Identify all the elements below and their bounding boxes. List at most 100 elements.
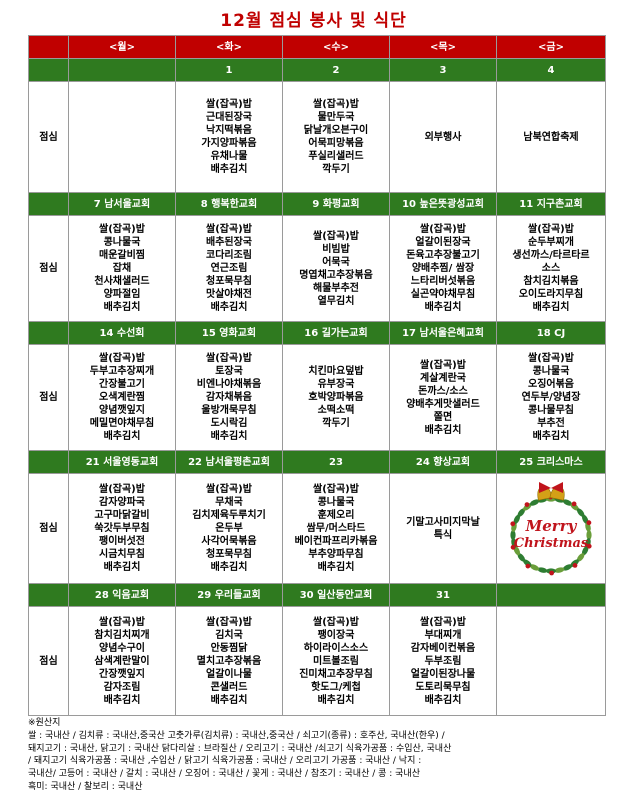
row-label: 점심 [28,344,69,451]
menu-item: 오징어볶음 [528,379,574,390]
row-label: 점심 [28,606,69,716]
menu-item: 실곤약야채무침 [410,289,476,300]
wreath-leaf [529,498,540,506]
menu-item: 김치국 [215,629,243,641]
date-cell: 8 행복한교회 [175,192,283,216]
menu-item: 명엽채고추장볶음 [299,269,373,281]
menu-item: 오색계란찜 [99,392,145,403]
wreath-leaf [586,529,592,540]
christmas-wreath-image: Merry Christmas [498,479,605,579]
menu-item: 연근조림 [210,263,248,274]
menu-item: 쌀(잡곡)밥 [313,484,359,495]
menu-item: 콩나물국 [317,497,355,508]
menu-cell: 쌀(잡곡)밥 두부고추장찌개 간장불고기 오색계란찜 양념깻잎지 메밀면야채무침 배추김치 [68,344,176,451]
menu-item: 쌀(잡곡)밥 [99,616,145,628]
menu-item: 배추김치 [103,302,141,313]
menu-item: 멸치고추장볶음 [196,655,262,667]
menu-item: 쌀(잡곡)밥 [206,616,252,628]
menu-item: 배추김치 [103,431,141,442]
menu-cell: 쌀(잡곡)밥 얼갈이된장국 돈육고추장불고기 양배추찜/ 쌈장 느타리버섯볶음 실곤약야채… [389,215,497,322]
menu-item: 코다리조림 [206,250,252,261]
date-cell: 9 화평교회 [282,192,390,216]
menu-item: 남북연합축제 [523,131,579,143]
date-cell: 30 일산동안교회 [282,583,390,607]
date-blank [28,192,69,216]
wreath-leaf [576,552,585,562]
menu-item: 쌀(잡곡)밥 [99,224,145,235]
menu-item: 치킨마요덮밥 [308,366,364,377]
menu-item: 무채국 [215,497,243,508]
date-cell: 15 영화교회 [175,321,283,345]
menu-cell: 쌀(잡곡)밥 부대찌개 감자베이컨볶음 두부조림 얼갈이된장나물 도토리묵무침 배추김치 [389,606,497,716]
menu-item: 양파절임 [103,289,141,300]
menu-item: 배추김치 [424,424,462,436]
wreath-leaf [513,514,521,524]
menu-item: 부대찌개 [424,629,462,641]
menu-cell: 쌀(잡곡)밥 참치김치찌개 양념수구이 삼색계란말이 간장깻잎지 감자조림 배추김치 [68,606,176,716]
menu-item: 돈육고추장불고기 [406,250,480,261]
menu-cell: 쌀(잡곡)밥 콩나물국 오징어볶음 연두부/양념장 콩나물무침 부추전 배추김치 [496,344,606,451]
wreath-berry [525,563,531,568]
menu-item: 안동찜닭 [210,642,248,654]
menu-item: 팽이버섯전 [99,536,145,547]
menu-item: 쌀(잡곡)밥 [313,99,359,110]
menu-item: 부추전 [537,418,565,429]
menu-item: 배추김치 [317,562,355,573]
menu-cell: 쌀(잡곡)밥 배추된장국 코다리조림 연근조림 청포묵무침 맛살야채전 배추김치 [175,215,283,322]
menu-item: 배추된장국 [206,237,252,248]
footnote-line: ※원산지 [28,718,61,728]
date-row: 7 남서울교회 8 행복한교회 9 화평교회 10 높은뜻광성교회 11 지구촌교회 [28,192,606,216]
menu-cell: 쌀(잡곡)밥 근대된장국 낙지떡볶음 가지양파볶음 유채나물 배추김치 [175,81,283,193]
menu-item: 쌀(잡곡)밥 [206,224,252,235]
menu-item: 비빔밥 [322,243,350,255]
menu-row: 점심 쌀(잡곡)밥 감자양파국 고구마닭갈비 쑥갓두부무침 팽이버섯전 시금치무침 배추김치 쌀… [28,473,606,584]
wreath-berry [549,570,554,575]
date-blank [28,58,69,82]
row-label: 점심 [28,473,69,584]
menu-item: 미트볼조림 [313,655,359,667]
menu-item: 청포묵무침 [206,549,252,560]
menu-item: 쌀(잡곡)밥 [420,224,466,235]
menu-item: 간장불고기 [99,379,145,390]
menu-item: 콩나물국 [103,237,141,248]
date-cell: 17 남서울은혜교회 [389,321,497,345]
menu-item: 배추김치 [210,431,248,442]
date-row: 14 수선회 15 영화교회 16 길가는교회 17 남서울은혜교회 18 CJ [28,321,606,345]
menu-item: 쌀(잡곡)밥 [313,230,359,242]
date-cell: 31 [389,583,497,607]
menu-cell [68,81,176,193]
menu-item: 고구마닭갈비 [94,510,150,521]
menu-item: 참치김치찌개 [94,629,150,641]
menu-item: 배추김치 [532,431,570,442]
menu-item: 두부고추장찌개 [89,366,155,377]
menu-item: 양념깻잎지 [99,405,145,416]
wreath-berry [586,519,592,525]
wreath-leaf [581,545,589,555]
date-blank [28,450,69,474]
menu-item: 양념수구이 [99,642,145,654]
merry-text: Merry [525,517,578,535]
menu-cell: 쌀(잡곡)밥 팽이장국 하이라이스소스 미트볼조림 진미채고추장무침 핫도그/케첩 배추김치 [282,606,390,716]
date-cell [68,58,176,82]
menu-item: 맛살야채전 [206,289,252,300]
footnote-line: / 돼지고기 식육가공품 : 국내산 ,수입산 / 닭고기 식육가공품 : 국내… [28,756,422,767]
menu-item: 쌈무/머스타드 [306,523,366,534]
date-cell: 24 향상교회 [389,450,497,474]
menu-item: 매운갈비찜 [99,250,145,261]
menu-item: 유채나물 [210,151,248,162]
date-cell: 10 높은뜻광성교회 [389,192,497,216]
menu-item: 쌀(잡곡)밥 [206,99,252,110]
menu-item: 진미채고추장무침 [299,668,373,680]
menu-item: 가지양파볶음 [201,138,257,149]
wreath-leaf [576,507,585,517]
date-cell: 7 남서울교회 [68,192,176,216]
menu-item: 양배추게맛샐러드 [406,398,480,410]
menu-cell: 쌀(잡곡)밥 물만두국 닭날개오븐구이 어묵피망볶음 푸실리샐러드 깍두기 [282,81,390,193]
menu-item: 깍두기 [322,164,350,175]
menu-cell: 쌀(잡곡)밥 콩나물국 매운갈비찜 잡채 천사채샐러드 양파절임 배추김치 [68,215,176,322]
menu-item: 하이라이스소스 [303,642,369,654]
christmas-text: Christmas [514,536,589,551]
menu-cell: 남북연합축제 [496,81,606,193]
menu-item: 베이컨파프리카볶음 [294,536,378,547]
